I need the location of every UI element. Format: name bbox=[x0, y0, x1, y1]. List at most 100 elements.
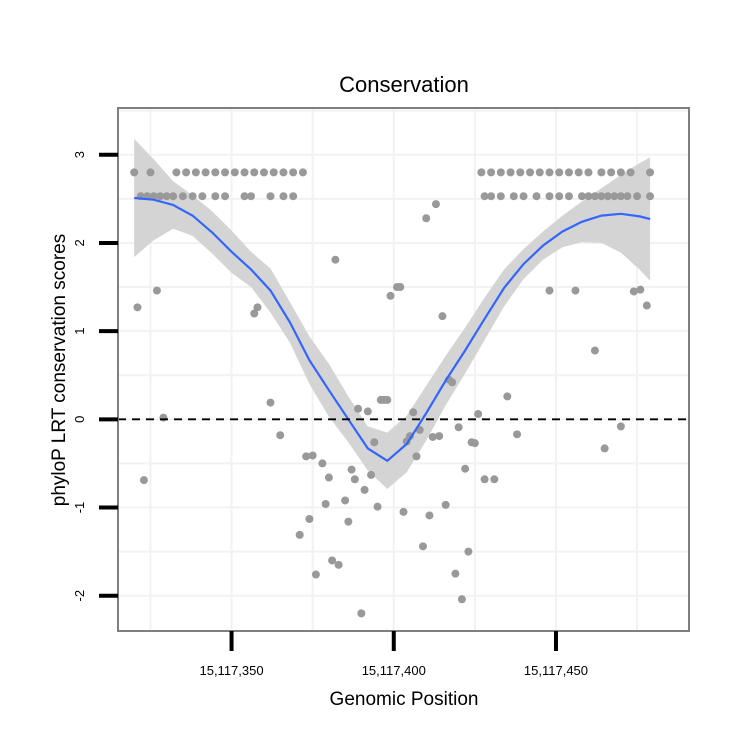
data-point bbox=[597, 192, 606, 201]
data-point bbox=[156, 192, 165, 201]
data-point bbox=[441, 500, 450, 509]
x-tick-label: 15,117,400 bbox=[362, 663, 426, 678]
data-point bbox=[490, 475, 499, 484]
confidence-ribbon-layer bbox=[134, 138, 651, 489]
data-point bbox=[396, 283, 405, 292]
data-point bbox=[308, 451, 317, 460]
data-point bbox=[133, 303, 142, 312]
data-point bbox=[386, 291, 395, 300]
data-point bbox=[532, 192, 541, 201]
y-axis-ticks: -2 -1 0 1 2 3 bbox=[72, 151, 118, 601]
data-point bbox=[266, 398, 275, 407]
data-point bbox=[503, 392, 512, 401]
data-point bbox=[146, 168, 155, 177]
data-point bbox=[428, 432, 437, 441]
data-point bbox=[526, 168, 535, 177]
data-point bbox=[178, 192, 187, 201]
data-point bbox=[240, 192, 249, 201]
data-point bbox=[470, 439, 479, 448]
data-point bbox=[584, 192, 593, 201]
data-point bbox=[584, 168, 593, 177]
x-tick-label: 15,117,450 bbox=[524, 663, 588, 678]
data-point bbox=[409, 408, 418, 417]
y-tick-label: -1 bbox=[72, 502, 87, 514]
data-point bbox=[623, 192, 632, 201]
data-point bbox=[230, 168, 239, 177]
smooth-line bbox=[134, 196, 651, 463]
data-point bbox=[373, 502, 382, 511]
data-point bbox=[513, 430, 522, 439]
smooth-line-layer bbox=[134, 196, 651, 463]
data-point bbox=[616, 168, 625, 177]
y-tick-label: 0 bbox=[72, 416, 87, 423]
data-point bbox=[311, 570, 320, 579]
data-point bbox=[545, 192, 554, 201]
data-point bbox=[350, 475, 359, 484]
data-point bbox=[555, 192, 564, 201]
data-point bbox=[221, 192, 230, 201]
data-point bbox=[626, 168, 635, 177]
data-point bbox=[162, 192, 171, 201]
data-point bbox=[509, 192, 518, 201]
data-point bbox=[276, 431, 285, 440]
data-point bbox=[347, 465, 356, 474]
data-point bbox=[279, 168, 288, 177]
y-tick-label: 2 bbox=[72, 239, 87, 246]
data-point bbox=[344, 517, 353, 526]
data-point bbox=[191, 168, 200, 177]
data-point bbox=[182, 168, 191, 177]
y-tick-label: -2 bbox=[72, 590, 87, 602]
data-point bbox=[564, 168, 573, 177]
data-point bbox=[130, 168, 139, 177]
data-point bbox=[247, 192, 256, 201]
data-point bbox=[616, 192, 625, 201]
data-point bbox=[590, 192, 599, 201]
data-point bbox=[607, 168, 616, 177]
data-point bbox=[519, 192, 528, 201]
data-point bbox=[642, 301, 651, 310]
data-point bbox=[253, 303, 262, 312]
data-point bbox=[448, 378, 457, 387]
data-point bbox=[250, 309, 259, 318]
data-point bbox=[331, 255, 340, 264]
data-point bbox=[172, 168, 181, 177]
data-point bbox=[354, 404, 363, 413]
data-point bbox=[305, 514, 314, 523]
data-point bbox=[487, 192, 496, 201]
data-point bbox=[279, 192, 288, 201]
data-point bbox=[597, 168, 606, 177]
data-point bbox=[367, 470, 376, 479]
data-point bbox=[457, 595, 466, 604]
data-point bbox=[603, 192, 612, 201]
data-point bbox=[616, 422, 625, 431]
data-point bbox=[211, 168, 220, 177]
data-point bbox=[221, 168, 230, 177]
points-layer bbox=[130, 168, 655, 618]
x-axis-label: Genomic Position bbox=[330, 689, 479, 710]
data-point bbox=[545, 168, 554, 177]
confidence-ribbon bbox=[134, 138, 651, 489]
data-point bbox=[383, 395, 392, 404]
y-tick-label: 3 bbox=[72, 151, 87, 158]
data-point bbox=[610, 192, 619, 201]
data-point bbox=[496, 168, 505, 177]
data-point bbox=[289, 168, 298, 177]
chart-title: Conservation bbox=[339, 72, 469, 97]
data-point bbox=[636, 285, 645, 294]
data-point bbox=[633, 192, 642, 201]
data-point bbox=[438, 312, 447, 321]
data-point bbox=[341, 496, 350, 505]
x-axis-ticks: 15,117,350 15,117,400 15,117,450 bbox=[199, 631, 588, 678]
data-point bbox=[431, 200, 440, 209]
grid-lines bbox=[118, 108, 689, 631]
data-point bbox=[152, 286, 161, 295]
data-point bbox=[464, 547, 473, 556]
plot-frame bbox=[117, 107, 690, 632]
data-point bbox=[646, 192, 655, 201]
data-point bbox=[487, 168, 496, 177]
data-point bbox=[545, 286, 554, 295]
data-point bbox=[328, 556, 337, 565]
data-point bbox=[574, 168, 583, 177]
data-point bbox=[201, 168, 210, 177]
